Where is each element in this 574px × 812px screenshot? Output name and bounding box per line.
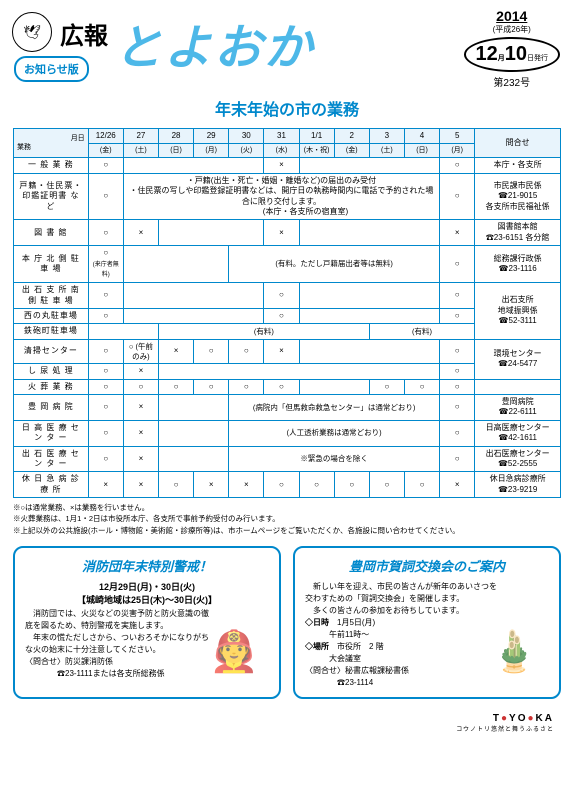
footnotes: ※○は通常業務、×は業務を行いません。※火葬業務は、1月1・2日は市役所本庁、各… <box>13 502 561 536</box>
firefighter-icon: 🧑‍🚒 <box>199 617 269 687</box>
table-row: 豊 岡 病 院○×(病院内「但馬救命救急センター」は通常どおり)○豊岡病院☎22… <box>14 395 561 421</box>
bird-icon: 🕊 <box>23 24 41 41</box>
box1-title: 消防団年末特別警戒！ <box>25 556 269 575</box>
stork-logo: 🕊 <box>12 12 52 52</box>
section-title: 年末年始の市の業務 <box>0 96 574 120</box>
table-row: 日 高 医 療 セ ン タ ー○×(人工透析業務は通常どおり)○日高医療センター… <box>14 420 561 446</box>
table-row: 出 石 医 療 セ ン タ ー○×※緊急の場合を除く○出石医療センター☎52-2… <box>14 446 561 472</box>
table-row: 清掃センター○○ (午前のみ)×○○×○環境センター☎24-5477 <box>14 339 561 364</box>
table-header: 月日業務12/2627282930311/12345問合せ (金)(土)(日)(… <box>14 129 561 158</box>
koho-label: 広報 <box>60 16 108 51</box>
table-row: 火 葬 業 務○○○○○○○○○ <box>14 379 561 394</box>
fire-brigade-box: 消防団年末特別警戒！ 12月29日(月)・30日(火)【城崎地域は25日(木)～… <box>13 546 281 699</box>
main-title: とよおか <box>114 8 314 78</box>
table-row: 戸籍・住民票・印鑑証明書 な ど○・戸籍(出生・死亡・婚姻・離婚など)の届出のみ… <box>14 173 561 220</box>
notice-badge: お知らせ版 <box>14 56 89 82</box>
table-row: 本 庁 北 側 駐 車 場○(来庁者無料)(有料。ただし戸籍届出者等は無料)○総… <box>14 246 561 283</box>
box2-title: 豊岡市賀詞交換会のご案内 <box>305 556 549 575</box>
new-year-box: 豊岡市賀詞交換会のご案内 新しい年を迎え、市民の皆さんが新年のあいさつを交わすた… <box>293 546 561 699</box>
heisei: (平成26年) <box>464 24 561 35</box>
issue-number: 第232号 <box>464 74 561 89</box>
table-row: 出 石 支 所 南 側 駐 車 場○○○出石支所地域振興係☎52-3111 <box>14 283 561 309</box>
table-row: 休 日 急 病 診 療 所××○××○○○○○×休日急病診療所☎23-9219 <box>14 472 561 498</box>
box1-dates: 12月29日(月)・30日(火)【城崎地域は25日(木)～30日(火)】 <box>25 581 269 608</box>
date-box: 2014 (平成26年) 12月10日発行 第232号 <box>464 8 561 89</box>
date-oval: 12月10日発行 <box>464 37 561 72</box>
table-row: 一 般 業 務○×○本庁・各支所 <box>14 158 561 173</box>
box2-body: 新しい年を迎え、市民の皆さんが新年のあいさつを交わすための「賀詞交換会」を開催し… <box>305 581 549 617</box>
kadomatsu-icon: 🎍 <box>479 617 549 687</box>
table-row: 図 書 館○×××図書館本館☎23-6151 各分館 <box>14 220 561 246</box>
bottom-boxes: 消防団年末特別警戒！ 12月29日(月)・30日(火)【城崎地域は25日(木)～… <box>13 546 561 699</box>
footer-logo: T●YO●KA コウノトリ悠然と舞うふるさと <box>0 709 574 743</box>
schedule-table: 月日業務12/2627282930311/12345問合せ (金)(土)(日)(… <box>13 128 561 498</box>
year: 2014 <box>464 8 561 24</box>
header: 🕊 広報 とよおか お知らせ版 2014 (平成26年) 12月10日発行 第2… <box>0 0 574 82</box>
